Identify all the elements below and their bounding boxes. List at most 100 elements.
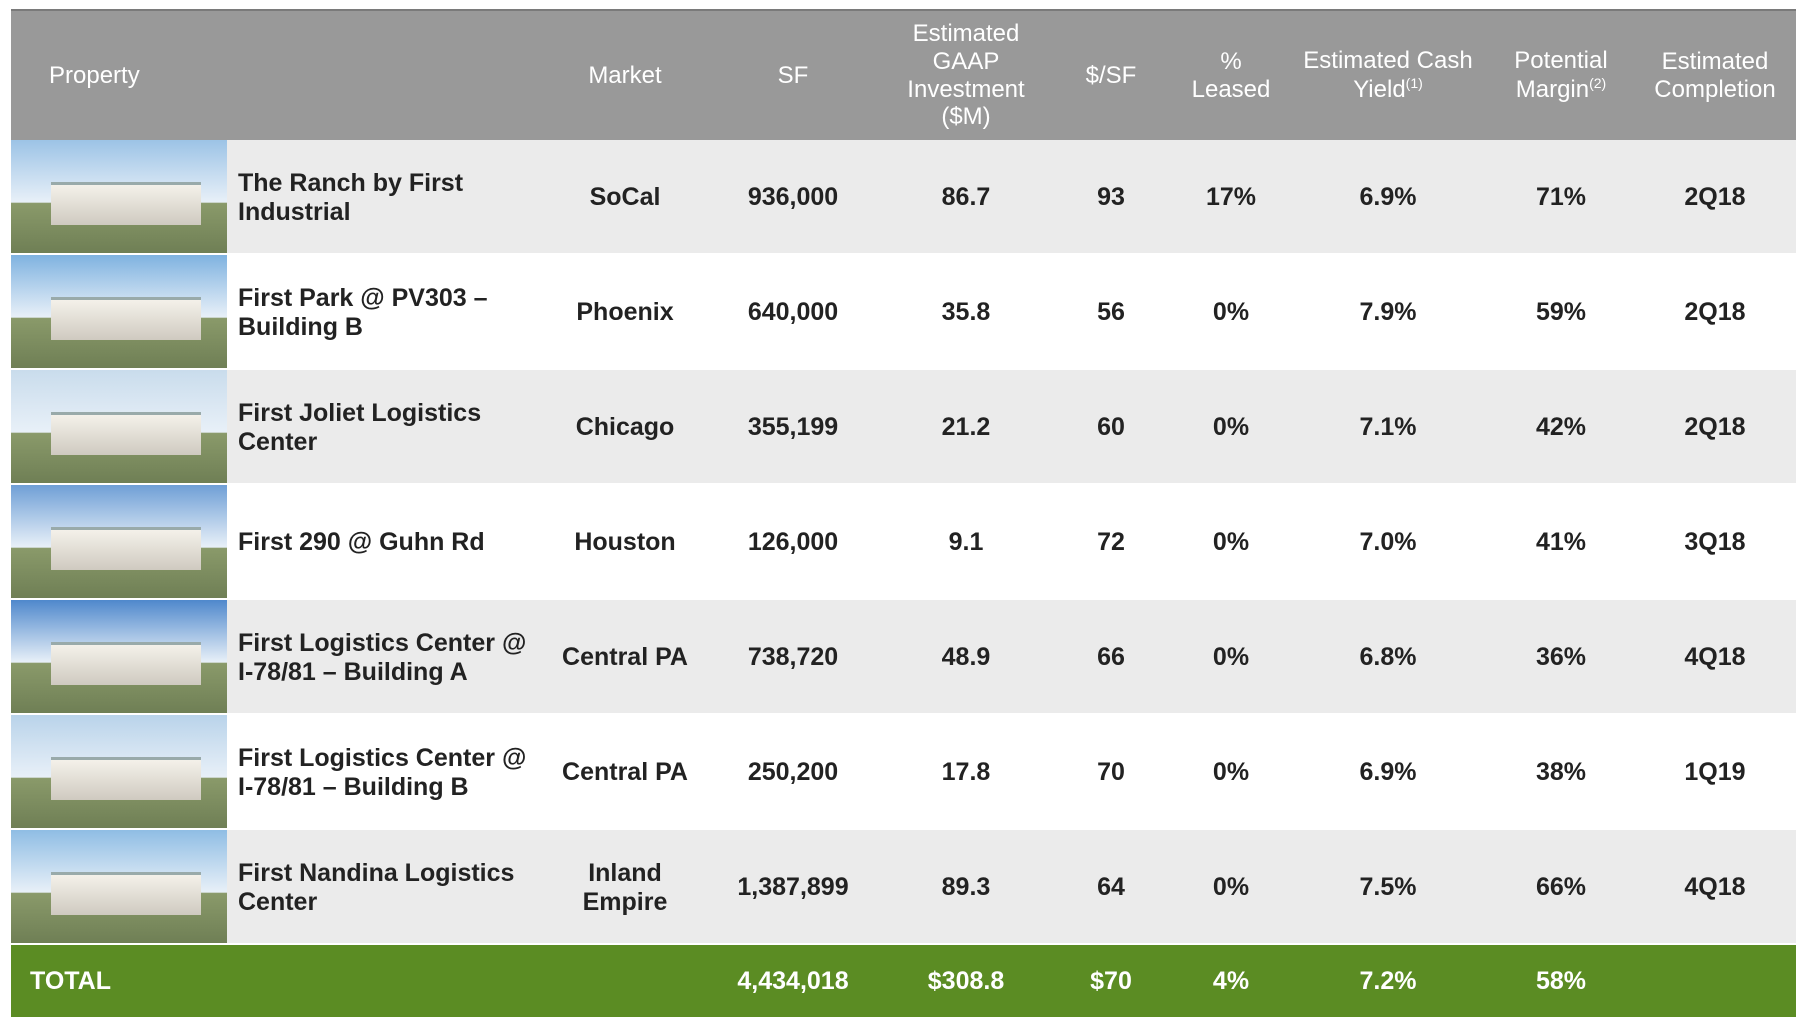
cell-value: 7.0% [1288, 485, 1488, 600]
total-text: TOTAL [30, 966, 112, 995]
value-text: 38% [1535, 758, 1587, 787]
value-text: 4Q18 [1684, 873, 1746, 902]
cell-value: 66 [1048, 600, 1174, 715]
cell-value: 0% [1174, 485, 1288, 600]
cell-value: 126,000 [702, 485, 884, 600]
value-text: 9.1 [948, 528, 984, 557]
total-value: 7.2% [1288, 945, 1488, 1017]
value-text: 17% [1205, 183, 1257, 212]
value-text: 2Q18 [1684, 298, 1746, 327]
header-label: % Leased [1191, 47, 1271, 103]
property-photo [11, 370, 227, 483]
value-text: 3Q18 [1684, 528, 1746, 557]
header-cell: % Leased [1174, 11, 1288, 140]
header-text: Estimated Cash Yield(1) [1294, 47, 1482, 103]
property-name: First Park @ PV303 – Building B [238, 255, 548, 370]
header-cell: $/SF [1048, 11, 1174, 140]
value-text: 2Q18 [1684, 183, 1746, 212]
cell-value: 70 [1048, 715, 1174, 830]
header-cell: Estimated GAAP Investment ($M) [884, 11, 1048, 140]
value-text: 1Q19 [1684, 758, 1746, 787]
property-photo [11, 255, 227, 368]
header-text: $/SF [1086, 62, 1137, 90]
cell-value: 93 [1048, 140, 1174, 255]
total-text: 4,434,018 [737, 966, 849, 995]
value-text: 640,000 [747, 298, 839, 327]
cell-value: Chicago [548, 370, 702, 485]
cell-value: 59% [1488, 255, 1634, 370]
total-value: 4,434,018 [702, 945, 884, 1017]
total-text: 4% [1212, 966, 1250, 995]
cell-value: 640,000 [702, 255, 884, 370]
value-text: Central PA [562, 643, 688, 672]
header-text: Property [49, 62, 140, 90]
total-value: 4% [1174, 945, 1288, 1017]
header-label: Estimated GAAP Investment ($M) [907, 20, 1025, 131]
cell-value: 1,387,899 [702, 830, 884, 945]
row-band [11, 370, 1796, 485]
value-text: 126,000 [747, 528, 839, 557]
total-label: TOTAL [11, 945, 411, 1017]
header-text: Estimated GAAP Investment ($M) [890, 20, 1042, 130]
header-label: Estimated Completion [1654, 47, 1776, 103]
value-text: 89.3 [941, 873, 991, 902]
value-text: 4Q18 [1684, 643, 1746, 672]
cell-value: 72 [1048, 485, 1174, 600]
cell-value: 0% [1174, 830, 1288, 945]
value-text: 66% [1535, 873, 1587, 902]
value-text: 250,200 [747, 758, 839, 787]
header-cell: Potential Margin(2) [1488, 11, 1634, 140]
cell-value: SoCal [548, 140, 702, 255]
value-text: 59% [1535, 298, 1587, 327]
property-photo [11, 715, 227, 828]
value-text: 60 [1097, 413, 1125, 442]
building [51, 872, 201, 915]
cell-value: Inland Empire [548, 830, 702, 945]
total-text: $70 [1090, 966, 1132, 995]
cell-value: Central PA [548, 600, 702, 715]
row-band [11, 715, 1796, 830]
footnote-mark: (2) [1589, 75, 1607, 91]
value-text: 7.1% [1359, 413, 1417, 442]
value-text: 70 [1097, 758, 1125, 787]
total-value: $70 [1048, 945, 1174, 1017]
value-text: Central PA [562, 758, 688, 787]
property-text: First 290 @ Guhn Rd [238, 528, 485, 557]
header-cell: Estimated Cash Yield(1) [1288, 11, 1488, 140]
header-cell: Market [548, 11, 702, 140]
cell-value: 86.7 [884, 140, 1048, 255]
value-text: 64 [1097, 873, 1125, 902]
building [51, 412, 201, 455]
header-text: Potential Margin(2) [1494, 47, 1628, 103]
header-label: Market [588, 61, 662, 89]
property-photo [11, 140, 227, 253]
value-text: 6.9% [1359, 183, 1417, 212]
cell-value: 2Q18 [1634, 255, 1796, 370]
cell-value: 250,200 [702, 715, 884, 830]
row-band [11, 485, 1796, 600]
value-text: 48.9 [941, 643, 991, 672]
cell-value: 42% [1488, 370, 1634, 485]
cell-value: 0% [1174, 370, 1288, 485]
value-text: 738,720 [747, 643, 839, 672]
header-label: $/SF [1085, 61, 1137, 89]
cell-value: 4Q18 [1634, 600, 1796, 715]
building [51, 757, 201, 800]
cell-value: Houston [548, 485, 702, 600]
total-band [11, 945, 1796, 1017]
header-label: Estimated Cash Yield [1303, 47, 1473, 103]
cell-value: 36% [1488, 600, 1634, 715]
cell-value: 2Q18 [1634, 140, 1796, 255]
cell-value: 9.1 [884, 485, 1048, 600]
cell-value: 7.5% [1288, 830, 1488, 945]
property-photo [11, 600, 227, 713]
total-text: 58% [1535, 966, 1587, 995]
value-text: 1,387,899 [737, 873, 849, 902]
total-value: 58% [1488, 945, 1634, 1017]
cell-value: 6.9% [1288, 140, 1488, 255]
value-text: 86.7 [941, 183, 991, 212]
property-name: First Logistics Center @ I-78/81 – Build… [238, 715, 548, 830]
value-text: 6.9% [1359, 758, 1417, 787]
value-text: 0% [1212, 873, 1250, 902]
